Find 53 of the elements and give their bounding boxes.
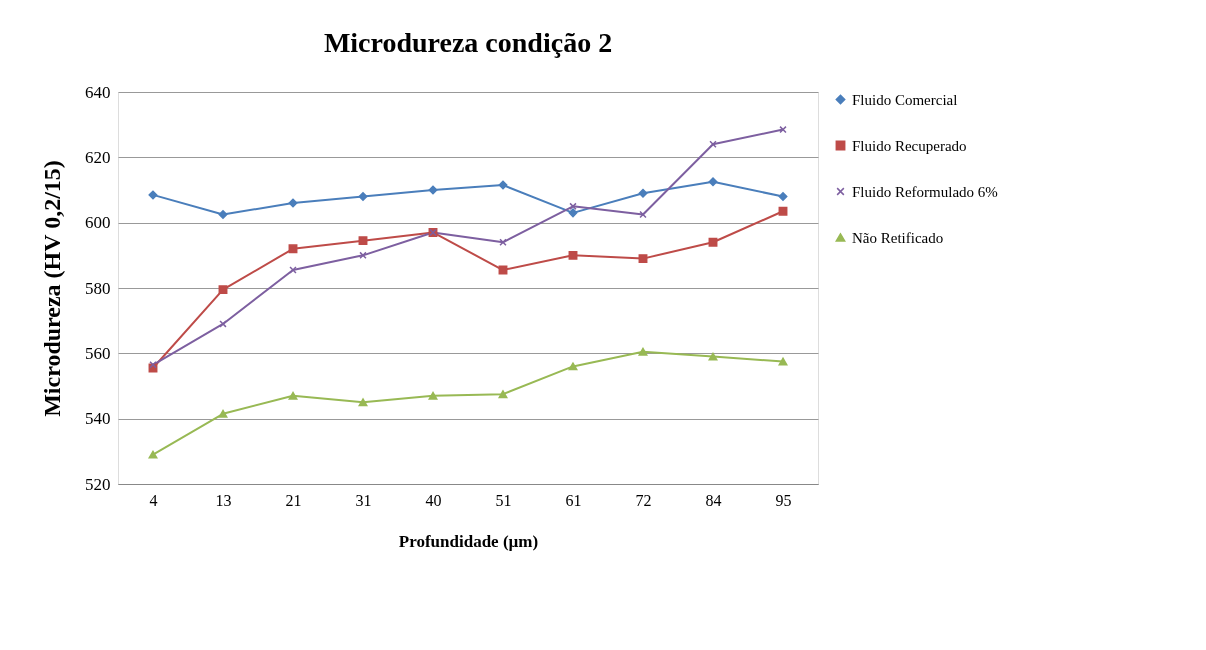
x-axis-title: Profundidade (µm) (398, 531, 539, 551)
x-tick-label: 72 (635, 491, 652, 509)
point (568, 250, 578, 260)
x-tick-label: 31 (355, 491, 372, 509)
x-tick-label: 4 (149, 491, 158, 509)
point (638, 347, 648, 356)
y-tick-label: 640 (85, 82, 111, 102)
point (428, 391, 438, 400)
legend-label: Fluido Reformulado 6% (852, 183, 998, 200)
point (358, 398, 368, 407)
y-tick-label: 540 (85, 409, 111, 429)
legend-label: Não Retificado (852, 229, 944, 246)
point (498, 390, 508, 399)
point (708, 237, 718, 247)
x-tick-label: 95 (775, 491, 792, 509)
point (218, 285, 228, 295)
x-tick-label: 61 (565, 491, 582, 509)
point (428, 185, 438, 195)
point (708, 352, 718, 361)
point (288, 244, 298, 254)
point (708, 177, 718, 187)
legend-label: Fluido Recuperado (852, 137, 967, 154)
point (778, 206, 788, 216)
x-tick-label: 40 (425, 491, 442, 509)
point (148, 450, 158, 459)
y-tick-label: 600 (85, 213, 111, 233)
point (778, 357, 788, 366)
point (148, 190, 158, 200)
y-tick-label: 520 (85, 474, 111, 494)
point (288, 198, 298, 208)
point (358, 192, 368, 201)
x-tick-label: 84 (705, 491, 722, 509)
point (218, 409, 228, 418)
chart-title: Microdureza condição 2 (323, 27, 613, 58)
legend-label: Fluido Comercial (852, 91, 958, 108)
point (358, 236, 368, 246)
y-tick-label: 560 (85, 343, 111, 363)
point (568, 208, 578, 218)
point (288, 391, 298, 400)
point (218, 210, 228, 219)
y-tick-label: 620 (85, 147, 111, 167)
x-tick-label: 51 (495, 491, 512, 509)
point (568, 362, 578, 371)
x-tick-label: 13 (215, 491, 232, 509)
y-axis-title: Microdureza (HV 0,2/15) (39, 160, 65, 417)
point (498, 180, 508, 190)
point (638, 254, 648, 264)
point (778, 192, 788, 201)
point (289, 266, 297, 274)
y-tick-label: 580 (85, 278, 111, 298)
x-tick-label: 21 (285, 491, 302, 509)
point (219, 320, 227, 328)
point (638, 188, 648, 198)
